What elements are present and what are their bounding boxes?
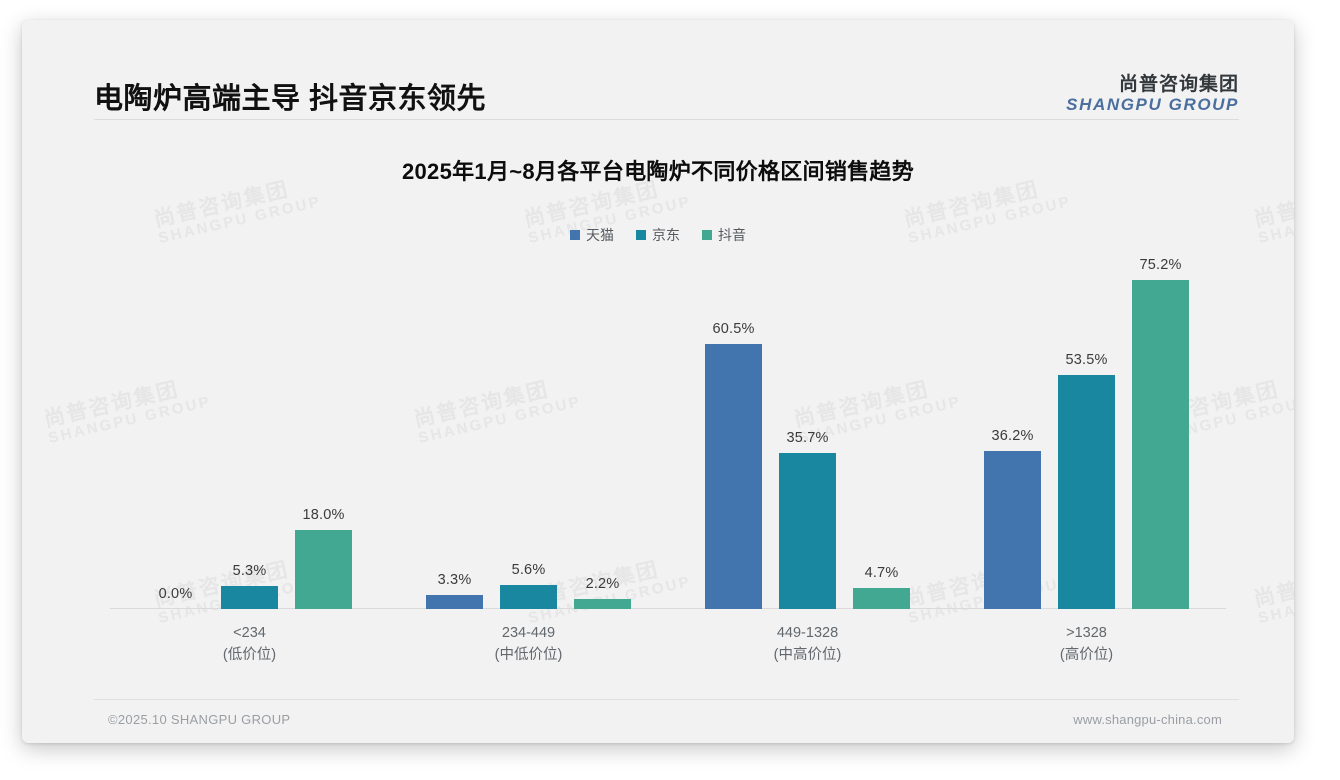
- bar-rect[interactable]: [853, 588, 910, 609]
- bar-rect[interactable]: [984, 450, 1041, 609]
- bar-value-label: 5.6%: [511, 561, 546, 578]
- x-axis-category-label: <234 (低价位): [155, 623, 345, 667]
- legend-label: 天猫: [586, 227, 614, 243]
- bar-value-label: 18.0%: [302, 507, 345, 524]
- legend-item-抖音[interactable]: 抖音: [702, 225, 746, 245]
- x-axis-category-label: >1328 (高价位): [992, 623, 1182, 667]
- category-range: >1328: [1066, 625, 1107, 641]
- footer-copyright: ©2025.10 SHANGPU GROUP: [108, 712, 291, 727]
- bar-rect[interactable]: [500, 584, 557, 609]
- category-range: <234: [233, 625, 266, 641]
- bar-group: 36.2% 53.5% 75.2% >1328 (高价位): [947, 257, 1226, 663]
- bar-天猫-<234[interactable]: 0.0%: [147, 259, 204, 609]
- category-subtitle: (高价位): [1059, 646, 1114, 663]
- bar-value-label: 5.3%: [232, 562, 267, 579]
- bar-rect[interactable]: [779, 452, 836, 609]
- bar-rect[interactable]: [574, 599, 631, 609]
- category-subtitle: (低价位): [222, 646, 277, 663]
- bar-抖音->1328[interactable]: 75.2%: [1132, 257, 1189, 609]
- bar-group: 0.0% 5.3% 18.0% <234 (低价位): [110, 259, 389, 663]
- x-axis-category-label: 449-1328 (中高价位): [713, 623, 903, 667]
- bar-京东-234-449[interactable]: 5.6%: [500, 259, 557, 609]
- page-title: 电陶炉高端主导 抖音京东领先: [94, 83, 487, 115]
- bar-京东-<234[interactable]: 5.3%: [221, 259, 278, 609]
- chart-legend: 天猫 京东 抖音: [22, 225, 1294, 245]
- bar-rect[interactable]: [705, 344, 762, 609]
- bar-京东->1328[interactable]: 53.5%: [1058, 259, 1115, 609]
- slide-header: 电陶炉高端主导 抖音京东领先 尚普咨询集团 SHANGPU GROUP: [22, 20, 1294, 124]
- bar-天猫->1328[interactable]: 36.2%: [984, 259, 1041, 609]
- logo-english-text: SHANGPU GROUP: [1066, 95, 1239, 115]
- bar-抖音-<234[interactable]: 18.0%: [295, 259, 352, 609]
- category-subtitle: (中高价位): [773, 646, 842, 663]
- category-range: 449-1328: [776, 625, 839, 641]
- x-axis-line: [110, 608, 1226, 609]
- legend-swatch-icon: [570, 230, 580, 240]
- x-axis-category-label: 234-449 (中低价位): [434, 623, 624, 667]
- legend-item-京东[interactable]: 京东: [636, 225, 680, 245]
- bar-value-label: 2.2%: [585, 576, 620, 593]
- slide-footer: ©2025.10 SHANGPU GROUP www.shangpu-china…: [22, 699, 1294, 743]
- bar-group: 60.5% 35.7% 4.7% 449-1328 (中高价位): [668, 259, 947, 663]
- footer-website[interactable]: www.shangpu-china.com: [1073, 712, 1222, 727]
- bar-value-label: 4.7%: [864, 565, 899, 582]
- header-divider: [94, 119, 1239, 120]
- bar-天猫-234-449[interactable]: 3.3%: [426, 259, 483, 609]
- bar-value-label: 0.0%: [158, 586, 193, 602]
- bar-rect[interactable]: [1058, 374, 1115, 609]
- legend-label: 抖音: [718, 227, 746, 243]
- legend-swatch-icon: [636, 230, 646, 240]
- logo-chinese-text: 尚普咨询集团: [1118, 74, 1239, 95]
- bar-rect[interactable]: [1132, 280, 1189, 609]
- bar-rect[interactable]: [426, 594, 483, 609]
- slide-canvas: 尚普咨询集团 SHANGPU GROUP 尚普咨询集团 SHANGPU GROUP 尚普…: [22, 20, 1294, 743]
- footer-divider: [94, 699, 1239, 700]
- legend-item-天猫[interactable]: 天猫: [570, 225, 614, 245]
- bar-天猫-449-1328[interactable]: 60.5%: [705, 259, 762, 609]
- chart-plot-area: 0.0% 5.3% 18.0% <234 (低价位) 3.3% 5.6% 2.2% 234-44…: [110, 257, 1226, 663]
- bar-rect[interactable]: [295, 530, 352, 609]
- legend-label: 京东: [652, 227, 680, 243]
- bar-抖音-234-449[interactable]: 2.2%: [574, 259, 631, 609]
- legend-swatch-icon: [702, 230, 712, 240]
- bar-value-label: 75.2%: [1139, 257, 1182, 273]
- bar-抖音-449-1328[interactable]: 4.7%: [853, 259, 910, 609]
- bar-value-label: 60.5%: [712, 321, 755, 338]
- bar-group: 3.3% 5.6% 2.2% 234-449 (中低价位): [389, 259, 668, 663]
- category-subtitle: (中低价位): [494, 646, 563, 663]
- bar-value-label: 53.5%: [1065, 351, 1108, 368]
- bar-value-label: 35.7%: [786, 429, 829, 446]
- chart-title: 2025年1月~8月各平台电陶炉不同价格区间销售趋势: [401, 159, 915, 184]
- brand-logo: 尚普咨询集团 SHANGPU GROUP: [1066, 74, 1239, 114]
- category-range: 234-449: [501, 625, 556, 641]
- bar-rect[interactable]: [221, 585, 278, 609]
- chart-container: 2025年1月~8月各平台电陶炉不同价格区间销售趋势 天猫 京东 抖音 0.0% 5.…: [22, 124, 1294, 699]
- bar-value-label: 36.2%: [991, 427, 1034, 444]
- bar-value-label: 3.3%: [437, 571, 472, 588]
- bar-京东-449-1328[interactable]: 35.7%: [779, 259, 836, 609]
